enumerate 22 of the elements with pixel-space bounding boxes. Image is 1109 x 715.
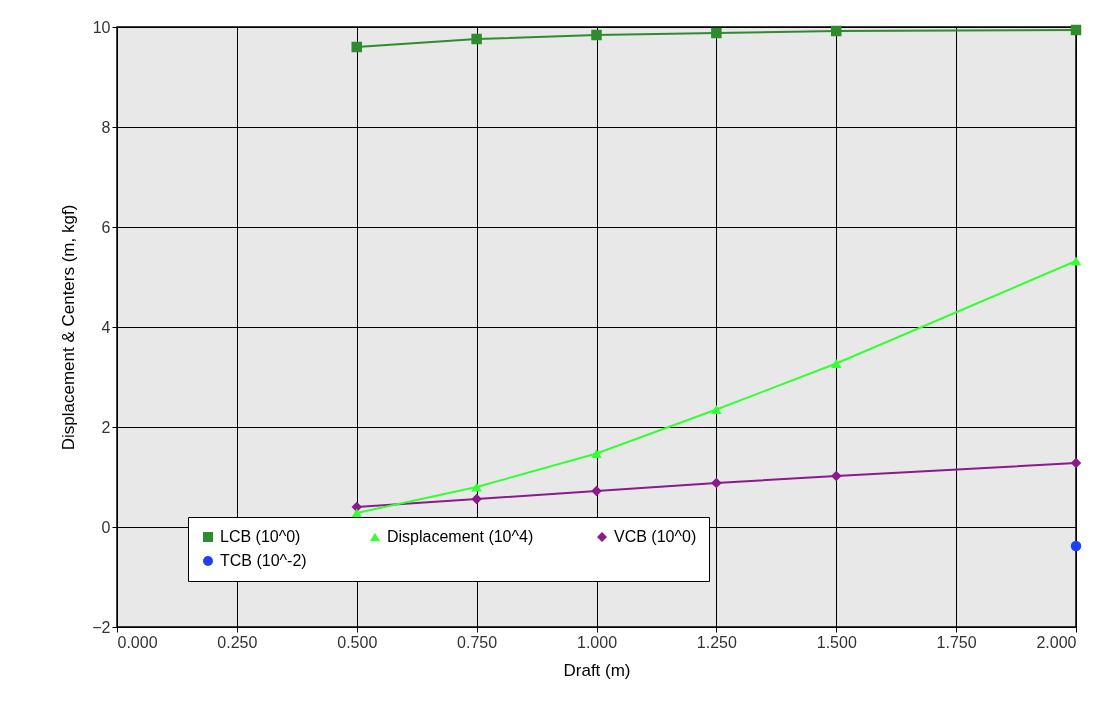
y-tick-label: 6	[101, 218, 111, 236]
x-tick-label: 0.000	[117, 633, 158, 651]
legend-label: Displacement (10^4)	[387, 528, 534, 545]
x-tick-label: 2.000	[1036, 633, 1077, 651]
x-axis-title: Draft (m)	[563, 660, 631, 680]
x-tick-label: 0.750	[457, 633, 498, 651]
y-tick-label: 8	[101, 118, 111, 136]
x-tick-label: 0.500	[337, 633, 378, 651]
x-tick-label: 0.250	[217, 633, 258, 651]
x-tick-label: 1.000	[576, 633, 618, 651]
y-tick-label: 0	[101, 518, 111, 536]
y-tick-label: 10	[92, 18, 111, 36]
y-axis-title: Displacement & Centers (m, kgf)	[59, 204, 79, 451]
x-tick-label: 1.750	[936, 633, 977, 651]
x-tick-label: 1.500	[816, 633, 857, 651]
legend-label: LCB (10^0)	[220, 528, 301, 545]
y-tick-label: 4	[101, 318, 111, 336]
y-tick-label: −2	[92, 618, 111, 636]
y-tick-label: 2	[101, 418, 111, 436]
legend-label: TCB (10^-2)	[220, 552, 307, 569]
legend-label: VCB (10^0)	[614, 528, 697, 545]
x-tick-label: 1.250	[696, 633, 737, 651]
